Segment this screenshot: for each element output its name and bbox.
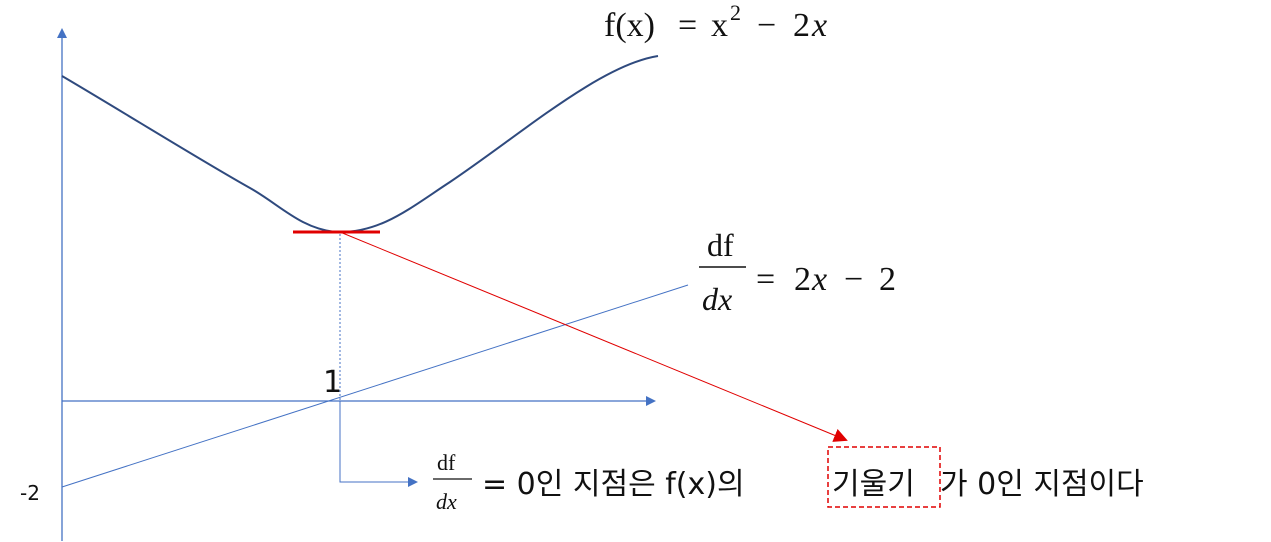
derivative-line	[61, 284, 689, 488]
derivative-numerator: df	[707, 227, 734, 263]
derivative-minus: −	[844, 261, 863, 298]
caption-highlight-word: 기울기	[832, 467, 915, 502]
caption-text-part1: = 0인 지점은 f(x)의	[482, 467, 745, 502]
caption-fraction-denominator: dx	[436, 489, 457, 514]
derivative-var: x	[811, 261, 827, 298]
y-tick-label: -2	[20, 481, 40, 505]
function-formula-exponent: 2	[730, 0, 741, 25]
caption-connector	[339, 401, 418, 487]
caption-text-part2: 가 0인 지점이다	[940, 467, 1144, 502]
function-formula-minus: −	[757, 7, 776, 44]
highlight-box	[827, 446, 941, 508]
derivative-denominator: dx	[702, 281, 732, 317]
derivative-eq: =	[756, 261, 775, 298]
function-formula: f(x) = x 2 − 2 x	[604, 0, 827, 44]
derivative-const: 2	[879, 261, 896, 298]
function-formula-var: x	[811, 7, 827, 44]
derivative-coef: 2	[794, 261, 811, 298]
red-pointer-arrow	[339, 231, 848, 442]
function-curve	[61, 55, 659, 234]
caption-fraction-numerator: df	[437, 450, 456, 475]
function-formula-lhs: f(x)	[604, 7, 655, 44]
caption: df dx = 0인 지점은 f(x)의 기울기 가 0인 지점이다	[433, 446, 1144, 514]
derivative-formula: df dx = 2 x − 2	[699, 227, 896, 317]
function-formula-x: x	[711, 7, 728, 44]
function-formula-eq: =	[678, 7, 697, 44]
function-formula-coef: 2	[793, 7, 810, 44]
x-tick-label: 1	[323, 365, 342, 400]
